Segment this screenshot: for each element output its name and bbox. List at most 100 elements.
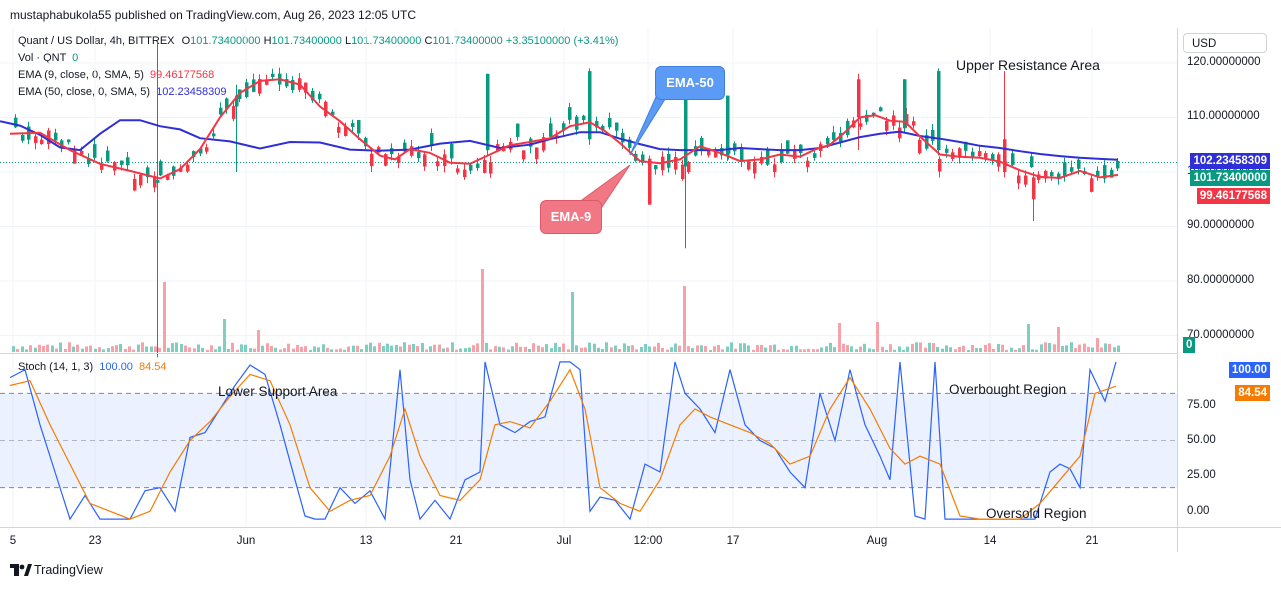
candle-body: [857, 79, 861, 118]
volume-bar: [898, 346, 901, 352]
volume-bar: [390, 345, 393, 352]
candle-body: [291, 80, 295, 90]
volume-bar: [115, 345, 118, 352]
x-axis-tick: 13: [360, 535, 373, 547]
ema50-callout: EMA-50: [655, 66, 725, 100]
volume-bar: [653, 346, 656, 352]
stoch-legend[interactable]: Stoch (14, 1, 3) 100.00 84.54: [18, 361, 167, 373]
volume-bar: [584, 347, 587, 352]
volume-bar: [1078, 344, 1081, 352]
volume-bar: [975, 348, 978, 352]
volume-bar: [369, 342, 372, 352]
candle-body: [938, 158, 942, 172]
candle-body: [476, 163, 480, 169]
volume-bar: [68, 342, 71, 352]
candle-body: [324, 101, 328, 117]
volume-bar: [163, 282, 166, 352]
volume-bar: [498, 346, 501, 352]
candle-body: [912, 121, 916, 126]
volume-bar: [373, 346, 376, 352]
volume-bar: [279, 349, 282, 352]
volume-bar: [588, 342, 591, 352]
volume-bar: [21, 346, 24, 352]
currency-button[interactable]: USD: [1183, 33, 1267, 53]
volume-bar: [119, 343, 122, 352]
volume-bar: [979, 348, 982, 352]
candle-body: [905, 114, 909, 126]
price-axis-tick: 110.00000000: [1187, 110, 1260, 123]
volume-bar: [528, 348, 531, 352]
volume-bar: [42, 346, 45, 352]
candle-body: [575, 116, 579, 130]
volume-bar: [317, 347, 320, 352]
candle-body: [212, 133, 216, 137]
candle-body: [674, 156, 678, 170]
x-axis-tick: 5: [10, 535, 16, 547]
candle-body: [648, 161, 652, 205]
volume-bar: [734, 348, 737, 352]
candle-body: [799, 144, 803, 154]
volume-bar: [287, 343, 290, 352]
candle-body: [1017, 175, 1021, 184]
volume-bar: [833, 347, 836, 352]
volume-bar: [790, 346, 793, 352]
volume-bar: [261, 345, 264, 352]
volume-bar: [752, 349, 755, 352]
tradingview-logo[interactable]: TradingView: [10, 563, 103, 577]
candle-body: [991, 154, 995, 161]
candle-body: [106, 150, 110, 162]
candle-body: [608, 118, 612, 128]
candle-body: [205, 147, 209, 152]
volume-bar: [1108, 343, 1111, 352]
volume-bar: [769, 345, 772, 352]
volume-bar: [343, 349, 346, 352]
volume-bar: [137, 344, 140, 352]
candle-body: [54, 132, 58, 141]
volume-bar: [678, 345, 681, 352]
lower-support-label: Lower Support Area: [218, 384, 338, 399]
ema50-legend[interactable]: EMA (50, close, 0, SMA, 5) 102.23458309: [18, 86, 227, 98]
volume-bar: [743, 343, 746, 352]
volume-bar: [16, 349, 19, 352]
symbol-legend[interactable]: Quant / US Dollar, 4h, BITTREX O101.7340…: [18, 35, 618, 47]
volume-bar: [1087, 346, 1090, 352]
volume-bar: [610, 347, 613, 352]
volume-bar: [12, 346, 15, 352]
volume-bar: [541, 347, 544, 352]
volume-bar: [223, 319, 226, 352]
candle-body: [483, 159, 487, 173]
candle-body: [1063, 162, 1067, 176]
volume-bar: [1027, 324, 1030, 352]
stoch-tick-0: 0.00: [1187, 505, 1210, 517]
volume-bar: [906, 346, 909, 352]
candle-body: [469, 164, 473, 171]
candle-body: [370, 153, 374, 167]
ema9-legend[interactable]: EMA (9, close, 0, SMA, 5) 99.46177568: [18, 69, 215, 81]
candle-body: [903, 79, 907, 129]
volume-bar: [158, 347, 161, 352]
volume-bar: [782, 349, 785, 352]
volume-bar: [55, 348, 58, 352]
volume-bar: [696, 345, 699, 352]
candle-body: [40, 139, 44, 145]
volume-bar: [1083, 343, 1086, 352]
volume-bar: [378, 342, 381, 352]
candle-body: [344, 126, 348, 137]
volume-bar: [730, 342, 733, 352]
volume-bar: [167, 347, 170, 352]
candle-body: [937, 71, 941, 151]
volume-bar: [872, 349, 875, 352]
volume-bar: [786, 349, 789, 352]
volume-bar: [304, 346, 307, 352]
volume-bar: [507, 349, 510, 352]
volume-bar: [777, 349, 780, 352]
candle-body: [654, 165, 658, 170]
volume-bar: [515, 342, 518, 352]
volume-bar: [1035, 349, 1038, 352]
volume-bar: [442, 348, 445, 352]
volume-bar: [562, 343, 565, 352]
volume-bar: [1070, 342, 1073, 352]
volume-bars: [12, 269, 1120, 352]
volume-legend[interactable]: Vol · QNT 0: [18, 52, 79, 64]
